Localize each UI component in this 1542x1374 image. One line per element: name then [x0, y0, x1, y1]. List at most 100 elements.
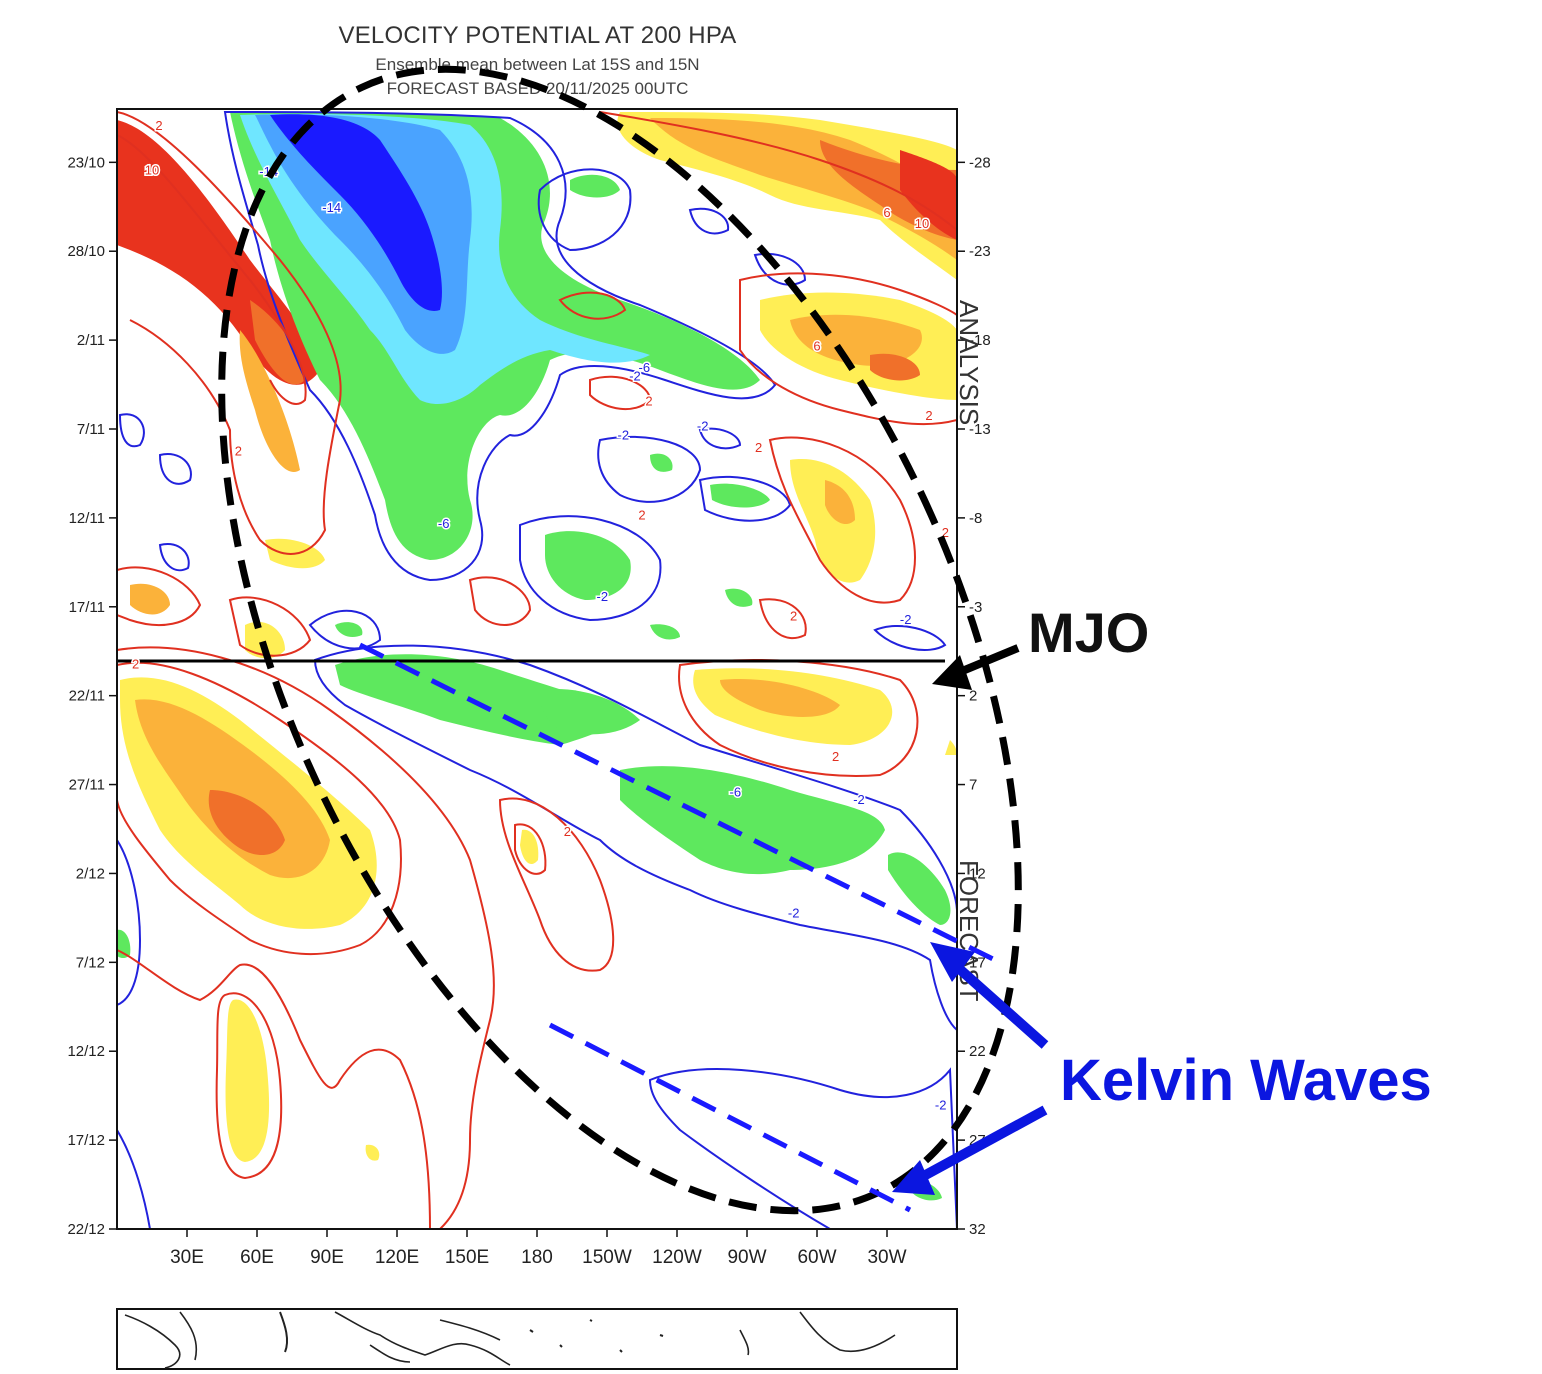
analysis-side-label: ANALYSIS	[954, 300, 984, 425]
y-tick-label-right: 12	[969, 865, 986, 882]
x-tick-label: 90E	[310, 1247, 344, 1268]
negative-anomaly-region	[888, 852, 951, 925]
y-tick-label-left: 7/11	[77, 421, 105, 438]
negative-anomaly-region	[545, 531, 631, 600]
kelvin-wave-2-dashed-line	[548, 1022, 912, 1213]
chart-title: VELOCITY POTENTIAL AT 200 HPA	[338, 22, 737, 49]
negative-anomaly-region	[710, 483, 770, 508]
positive-anomaly-region	[130, 583, 170, 615]
coastline-india	[279, 1311, 289, 1353]
x-tick-label: 120W	[652, 1247, 702, 1268]
positive-contour-line	[117, 111, 342, 555]
negative-contour-line	[158, 453, 192, 485]
contour-value-label: -14	[322, 200, 341, 215]
positive-contour-line	[117, 949, 431, 1229]
y-tick-label-left: 27/11	[69, 777, 105, 794]
kelvin-arrow-1-head	[930, 942, 975, 982]
kelvin-waves-annotation: Kelvin Waves	[358, 642, 1432, 1213]
contour-fill-layer	[117, 112, 957, 1201]
positive-contour-line	[678, 659, 919, 777]
contour-value-label: 2	[564, 824, 571, 839]
y-tick-label-left: 2/12	[76, 865, 105, 882]
contour-value-label: -2	[618, 427, 630, 442]
positive-contour-line	[117, 661, 402, 955]
positive-contour-line	[117, 134, 307, 405]
contour-value-label: -2	[697, 418, 709, 433]
positive-anomaly-region	[870, 353, 920, 381]
y-tick-label-left: 12/11	[69, 510, 105, 527]
negative-anomaly-region	[650, 624, 680, 640]
contour-value-label: -6	[639, 360, 651, 375]
y-tick-label-right: 7	[969, 777, 977, 794]
x-tick-label: 30E	[170, 1247, 204, 1268]
x-tick-label: 120E	[375, 1247, 419, 1268]
y-tick-label-right: 22	[969, 1043, 986, 1060]
contour-value-label: 2	[790, 609, 797, 624]
coastline-maritime-continent	[334, 1311, 511, 1366]
negative-contour-line	[597, 435, 702, 503]
negative-contour-line	[313, 644, 957, 1032]
positive-contour-line	[215, 992, 283, 1180]
positive-anomaly-region	[239, 330, 300, 472]
contour-value-label: 6	[813, 338, 820, 353]
contour-value-label: 2	[132, 657, 139, 672]
negative-contour-line	[753, 252, 807, 286]
positive-contour-line	[228, 596, 312, 657]
positive-anomaly-region	[365, 1144, 380, 1161]
y-tick-label-right: -23	[969, 243, 991, 260]
x-tick-label: 90W	[727, 1247, 766, 1268]
negative-contour-line	[698, 427, 742, 450]
positive-anomaly-region	[790, 459, 876, 583]
contour-value-label: 2	[638, 507, 645, 522]
contour-value-label: 6	[883, 205, 890, 220]
positive-anomaly-region	[650, 118, 957, 260]
y-tick-label-right: 32	[969, 1221, 986, 1238]
positive-anomaly-region	[900, 150, 957, 240]
positive-anomaly-region	[208, 790, 285, 856]
coastline-pacific-islands	[529, 1319, 664, 1353]
negative-contour-line	[117, 1129, 151, 1229]
positive-contour-line	[498, 797, 615, 972]
kelvin-arrow-2-head	[892, 1160, 935, 1195]
positive-anomaly-region	[520, 829, 539, 865]
positive-anomaly-region	[225, 999, 270, 1162]
negative-contour-line	[118, 413, 145, 448]
kelvin-arrow-2-shaft	[917, 1105, 1048, 1183]
y-tick-label-right: -28	[969, 154, 991, 171]
y-tick-label-left: 28/10	[67, 243, 105, 260]
mjo-arrow-head	[932, 655, 972, 690]
positive-contour-line	[589, 375, 652, 411]
x-tick-label: 30W	[867, 1247, 906, 1268]
contour-value-label: 10	[145, 162, 159, 177]
y-tick-label-left: 17/11	[69, 599, 105, 616]
positive-contour-line	[117, 646, 495, 1229]
negative-anomaly-region	[335, 622, 363, 637]
negative-contour-line	[223, 110, 777, 582]
contour-value-label: -2	[597, 589, 609, 604]
negative-contour-line	[308, 609, 382, 650]
y-tick-label-left: 17/12	[67, 1132, 105, 1149]
y-tick-label-right: 2	[969, 688, 977, 705]
x-tick-label: 60W	[797, 1247, 836, 1268]
negative-anomaly-region	[725, 588, 753, 607]
contour-value-label: -2	[935, 1098, 947, 1113]
y-tick-label-right: -13	[969, 421, 991, 438]
positive-contour-line	[117, 566, 202, 626]
contour-value-label: 2	[755, 440, 762, 455]
positive-contour-line	[758, 598, 807, 640]
negative-contour-line	[873, 624, 947, 651]
coastline-africa	[124, 1311, 198, 1369]
negative-contour-line	[117, 839, 142, 1006]
positive-contour-line	[468, 576, 532, 626]
contour-value-label: 2	[155, 118, 162, 133]
contour-value-label: -2	[853, 792, 865, 807]
y-tick-label-right: -3	[969, 599, 982, 616]
y-axis-left: 23/10 28/10 2/11 7/11 12/11 17/11 22/11 27/11 2/…	[67, 154, 117, 1238]
negative-contour-line	[519, 515, 662, 622]
contour-value-label: 2	[832, 749, 839, 764]
x-tick-label: 150E	[445, 1247, 489, 1268]
y-tick-label-left: 22/12	[67, 1221, 105, 1238]
